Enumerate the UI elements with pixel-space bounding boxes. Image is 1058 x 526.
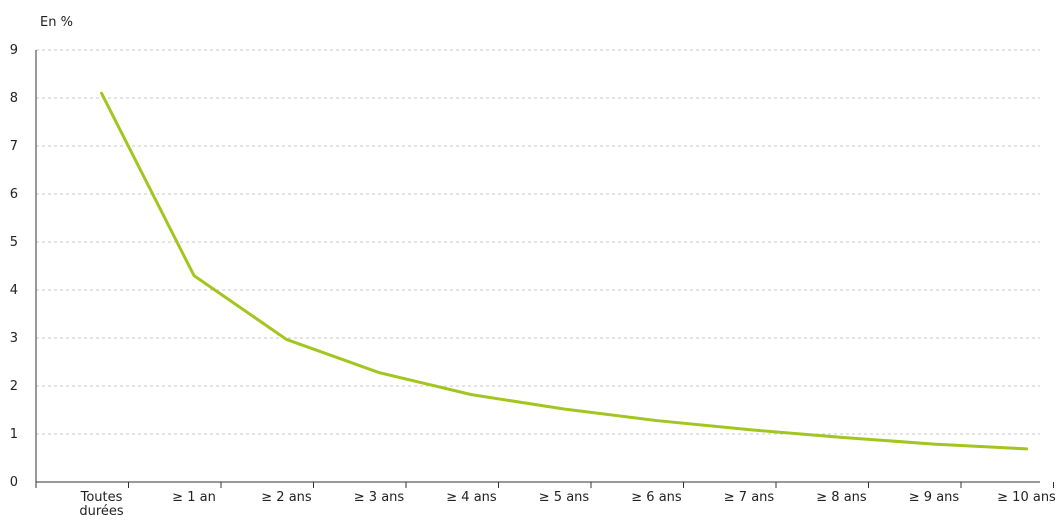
x-tick-label: ≥ 4 ans [446,490,497,505]
y-axis: 0 1 2 3 4 5 6 7 8 9 [10,43,37,490]
series-group [100,91,1028,451]
x-tick-label: ≥ 10 ans [997,490,1056,505]
series-line [100,91,1028,451]
y-tick-label: 6 [10,187,18,202]
y-tick-label: 4 [10,283,18,298]
y-axis-label: En % [40,15,73,30]
y-tick-label: 9 [10,43,18,58]
x-tick-label: ≥ 9 ans [909,490,960,505]
y-tick-label: 7 [10,139,18,154]
x-tick-label: ≥ 7 ans [724,490,775,505]
x-tick-label: ≥ 6 ans [631,490,682,505]
y-tick-label: 2 [10,379,18,394]
x-tick-label: ≥ 3 ans [354,490,405,505]
y-tick-label: 3 [10,331,18,346]
x-tick-label: ≥ 5 ans [539,490,590,505]
y-tick-label: 8 [10,91,18,106]
x-tick-label: ≥ 2 ans [261,490,312,505]
y-tick-label: 0 [10,475,18,490]
x-tick-label: Toutes durées [79,490,124,519]
gridlines [36,49,1040,435]
x-tick-label: ≥ 1 an [172,490,216,505]
x-axis: Toutes durées ≥ 1 an ≥ 2 ans ≥ 3 ans ≥ 4 ans ≥… [35,481,1056,519]
x-tick-label: ≥ 8 ans [816,490,867,505]
y-tick-label: 1 [10,427,18,442]
y-tick-label: 5 [10,235,18,250]
